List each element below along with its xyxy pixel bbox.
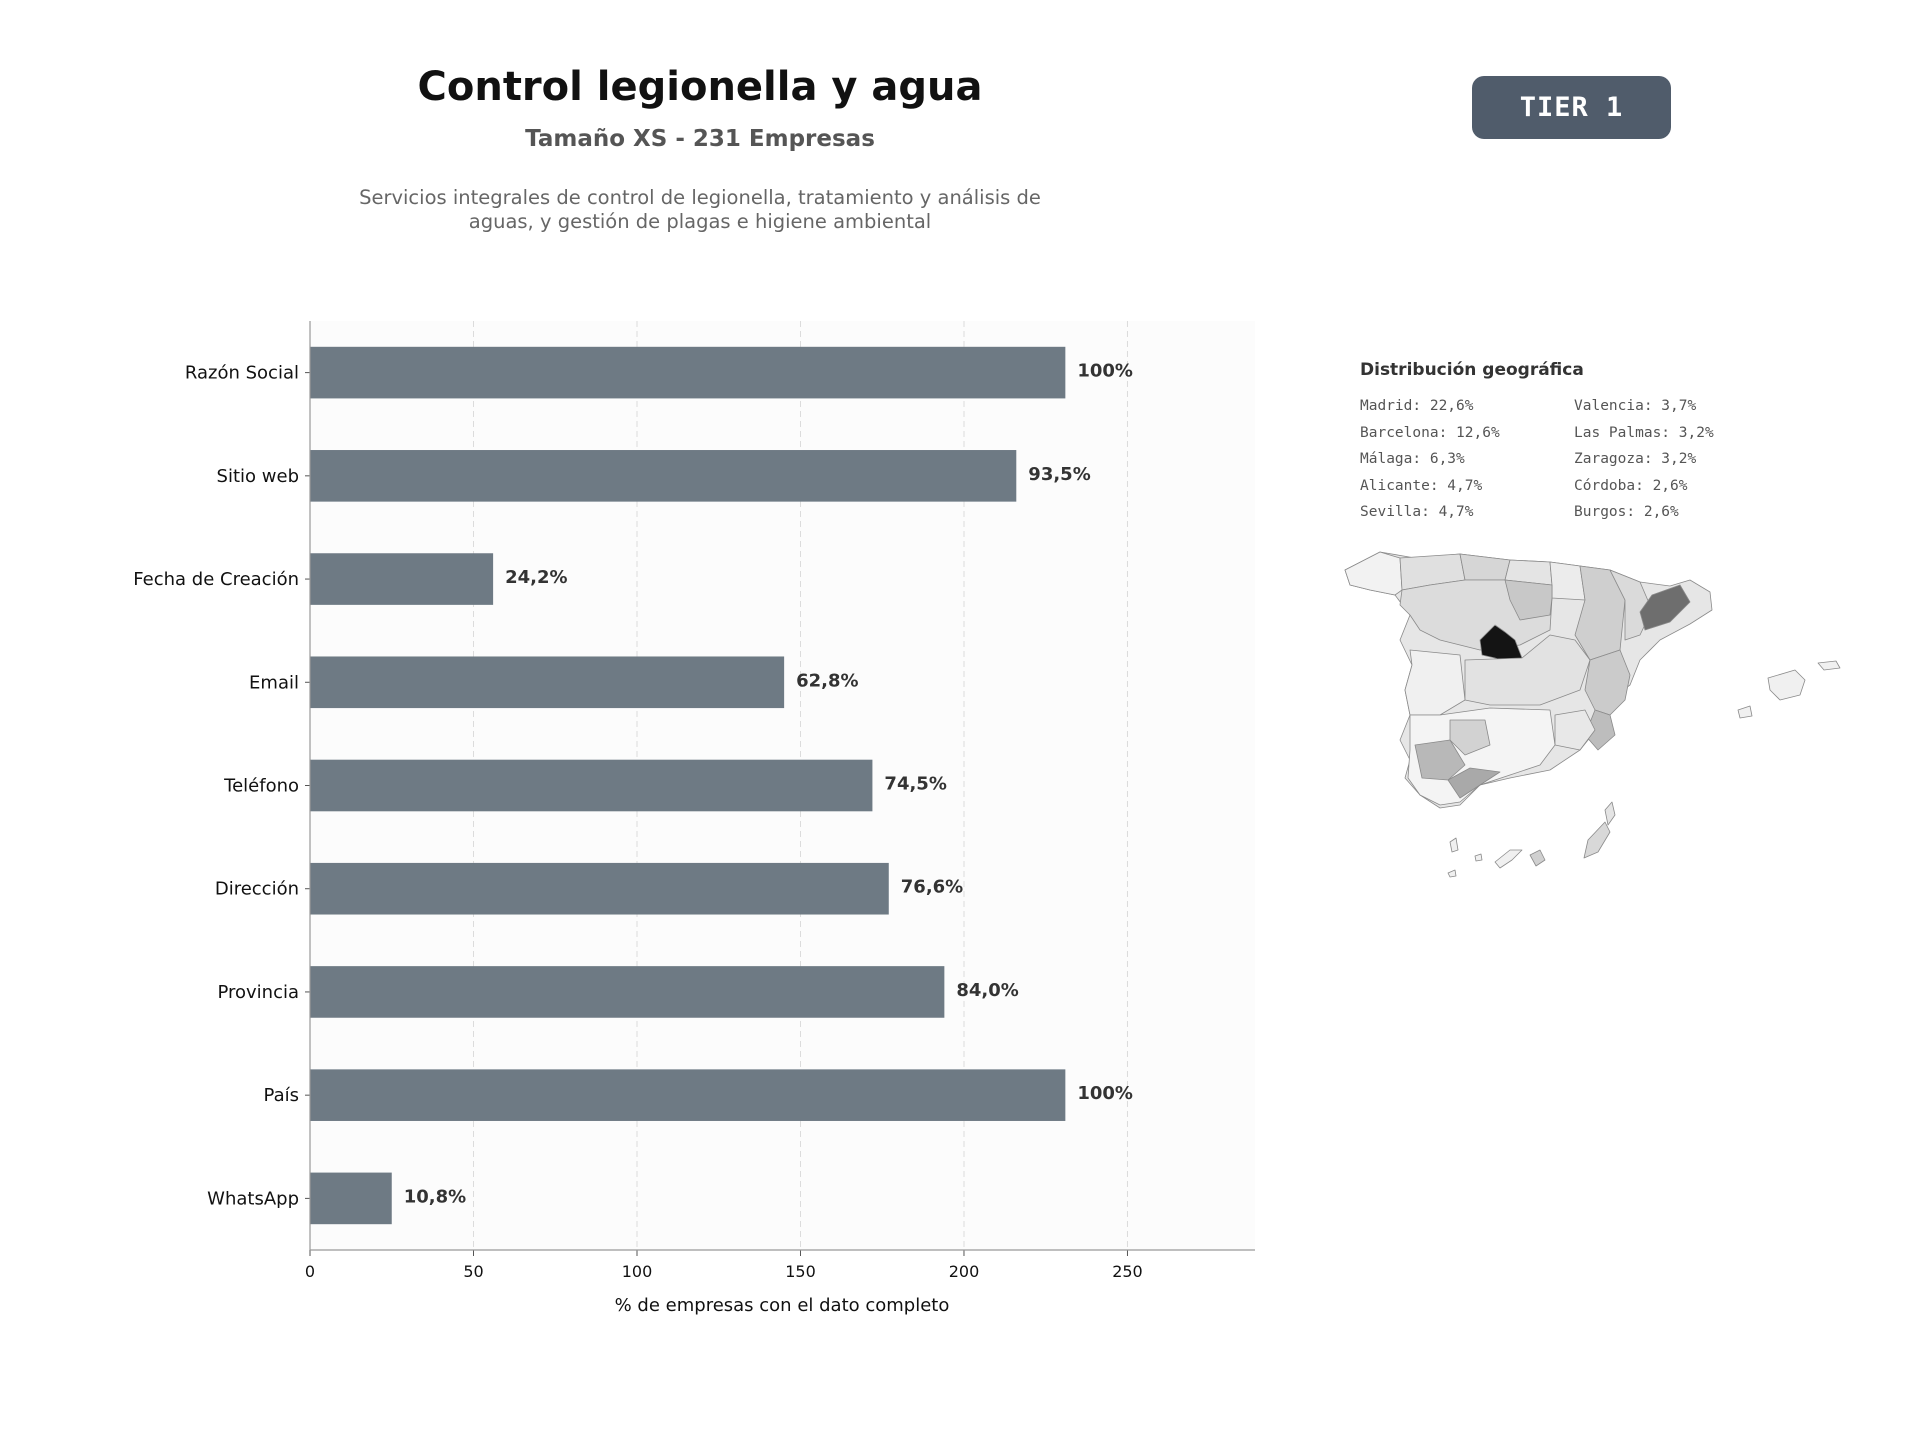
bars-group [310,346,1066,1225]
geo-item: Barcelona: 12,6% [1360,424,1500,441]
region-menorca [1817,660,1841,671]
bar [310,1172,392,1225]
data-label: 62,8% [796,670,858,691]
region-murcia [1554,709,1596,751]
geo-item: Córdoba: 2,6% [1574,477,1688,494]
region-barcelona [1639,584,1691,631]
x-tick-label: 250 [1112,1262,1143,1281]
category-label: Sitio web [217,466,299,487]
region-catalonia-other [1609,569,1653,641]
data-label: 100% [1077,1083,1133,1104]
region-burgos [1504,579,1553,621]
geo-item: Valencia: 3,7% [1574,398,1697,414]
data-label: 24,2% [505,567,567,588]
geo-item: Las Palmas: 3,2% [1574,424,1714,441]
geo-distribution-title: Distribución geográfica [1360,360,1584,380]
bar [310,862,889,915]
region-mallorca [1767,669,1806,701]
bar [310,346,1066,399]
category-label: Teléfono [223,776,299,797]
geo-item: Sevilla: 4,7% [1360,504,1474,520]
region-malaga [1447,767,1501,799]
region-cantabria [1459,553,1511,581]
x-tick-label: 100 [622,1262,653,1281]
bar [310,656,785,709]
category-label: País [264,1085,299,1106]
geo-item: Málaga: 6,3% [1360,451,1465,467]
data-label: 74,5% [884,774,946,795]
x-axis: 0 50 100 150 200 250 [305,1250,1143,1281]
region-castilla-mancha [1464,634,1591,706]
region-tenerife [1494,849,1523,869]
data-label: 93,5% [1028,464,1090,485]
category-label: Fecha de Creación [133,569,299,590]
region-galicia [1344,551,1403,596]
region-lanzarote [1604,801,1616,826]
category-label: WhatsApp [207,1188,299,1209]
completeness-bar-chart: Razón Social Sitio web Fecha de Creación Em… [133,321,1255,1316]
x-tick-label: 50 [463,1262,483,1281]
region-sevilla [1414,739,1466,781]
data-label: 10,8% [404,1186,466,1207]
x-axis-label: % de empresas con el dato completo [615,1295,950,1316]
bar [310,966,945,1018]
geo-item: Burgos: 2,6% [1574,504,1679,520]
x-tick-label: 0 [305,1262,315,1281]
category-labels: Razón Social Sitio web Fecha de Creación Em… [133,363,310,1209]
region-ibiza [1737,705,1753,719]
geo-item: Zaragoza: 3,2% [1574,451,1697,467]
x-tick-label: 150 [785,1262,816,1281]
geo-item: Madrid: 22,6% [1360,398,1474,414]
page-description: Servicios integrales de control de legio… [359,186,1041,233]
bar [310,1069,1066,1121]
region-la-palma [1449,837,1459,853]
region-gomera [1474,853,1483,862]
bar [310,553,494,605]
region-hierro [1447,869,1457,878]
category-label: Provincia [217,982,299,1003]
geo-distribution-list: Madrid: 22,6% Valencia: 3,7% Barcelona: … [1360,398,1800,531]
tier-badge: TIER 1 [1472,76,1671,139]
category-label: Razón Social [185,363,299,384]
bar [310,759,873,812]
data-label: 76,6% [901,877,963,898]
region-fuerteventura [1583,821,1611,859]
region-gran-canaria [1529,849,1546,867]
category-label: Dirección [215,879,299,900]
page-subtitle: Tamaño XS - 231 Empresas [525,126,875,152]
region-cordoba [1449,719,1491,756]
data-label: 84,0% [956,980,1018,1001]
page-title: Control legionella y agua [417,64,983,110]
spain-province-map [1344,551,1841,878]
category-label: Email [249,672,299,693]
region-navarra [1549,561,1586,601]
region-valencia [1584,649,1631,716]
data-label: 100% [1077,361,1133,382]
bar [310,450,1017,502]
data-labels: 100% 93,5% 24,2% 62,8% 74,5% 76,6% 84,0% 100% 10… [404,361,1133,1208]
geo-item: Alicante: 4,7% [1360,477,1483,494]
region-andalucia [1407,707,1556,806]
region-extremadura [1404,649,1466,716]
x-tick-label: 200 [949,1262,980,1281]
